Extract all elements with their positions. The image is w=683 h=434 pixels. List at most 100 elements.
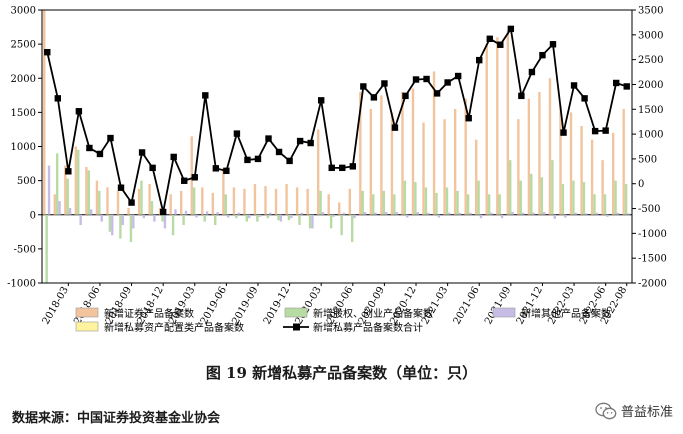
bar-2019-12-s3: [290, 214, 293, 219]
total-point-2020-01: [296, 137, 304, 145]
bar-2021-04-s1: [453, 108, 457, 215]
bar-2021-03-s2: [445, 187, 449, 215]
bar-2022-01-s1: [548, 78, 552, 215]
bar-2020-12-s3: [416, 212, 419, 215]
bar-2019-09-s2: [256, 214, 259, 222]
bar-2022-05-s1: [590, 139, 594, 215]
total-point-2018-06: [96, 150, 104, 158]
bar-2021-02-s2: [435, 192, 438, 215]
bar-2018-11-s1: [148, 184, 151, 215]
bar-2021-10-s3: [521, 212, 525, 215]
bar-2022-05-s2: [593, 194, 596, 215]
total-point-2019-10: [265, 135, 272, 142]
bar-2018-07-s2: [108, 214, 112, 232]
bar-2021-02-s1: [432, 71, 436, 215]
bar-2020-08-s1: [369, 108, 373, 215]
legend-label-5: 新增私募产品备案数合计: [313, 321, 423, 334]
bar-2018-01-s1: [43, 10, 46, 215]
x-tick-label: 2021-09: [483, 285, 513, 326]
bar-2019-01-s1: [169, 194, 172, 215]
bar-2018-06-s3: [100, 214, 103, 222]
total-point-2021-02: [433, 90, 441, 97]
bar-2020-11-s2: [403, 180, 407, 215]
total-point-2018-10: [138, 149, 146, 156]
x-tick-label: 2019-12: [262, 285, 292, 326]
bar-2020-05-s3: [342, 212, 346, 215]
left-y-tick-label: 500: [17, 176, 36, 187]
total-point-2021-03: [444, 79, 451, 86]
total-point-2020-09: [381, 80, 388, 87]
bar-2022-04-s2: [582, 181, 586, 215]
bar-2019-11-s2: [277, 214, 280, 221]
bar-2020-03-s2: [319, 190, 322, 215]
wechat-icon: [595, 402, 617, 419]
bar-2018-01-s2: [45, 214, 48, 283]
figure-caption: 图 19 新增私募产品备案数（单位：只）: [205, 364, 478, 382]
bar-2021-05-s2: [466, 194, 470, 215]
bar-2020-03-s1: [316, 129, 320, 215]
total-point-2019-06: [223, 167, 230, 175]
bar-2020-09-s2: [382, 190, 385, 215]
bar-2020-02-s2: [308, 214, 312, 229]
bar-2022-04-s1: [580, 126, 583, 215]
bar-2018-05-s3: [89, 209, 93, 215]
bar-2019-09-s1: [253, 184, 257, 215]
bar-2018-12-s3: [163, 214, 167, 229]
bar-2020-10-s1: [390, 112, 394, 215]
bar-2022-01-s3: [553, 214, 556, 219]
bar-2020-12-s2: [414, 181, 417, 215]
bar-2022-08-s2: [624, 184, 628, 215]
total-point-2022-03: [570, 82, 578, 89]
bar-2020-10-s3: [395, 212, 398, 215]
bar-2019-01-s3: [174, 209, 177, 215]
bar-2018-02-s1: [53, 194, 56, 215]
bar-2019-08-s2: [245, 214, 249, 222]
bar-2022-05-s3: [595, 212, 599, 215]
right-y-tick-label: 2000: [638, 80, 663, 91]
x-tick-label: 2019-09: [230, 285, 260, 326]
bar-2022-06-s1: [601, 160, 604, 215]
bar-2022-03-s1: [569, 112, 573, 215]
x-tick-label: 2020-03: [293, 285, 323, 326]
legend-swatch-1: [75, 307, 99, 318]
bar-2021-03-s1: [443, 119, 446, 215]
x-tick-label: 2021-12: [515, 285, 545, 326]
bar-2021-05-s3: [469, 212, 472, 215]
left-y-tick-label: -500: [14, 244, 36, 255]
x-tick-label: 2022-03: [546, 285, 576, 326]
bar-2021-08-s2: [498, 194, 501, 215]
bar-2020-02-s3: [311, 214, 314, 229]
bar-2021-10-s1: [517, 119, 520, 215]
bar-2019-11-s1: [274, 188, 278, 215]
bar-2019-10-s1: [264, 186, 267, 215]
left-y-tick-label: 2500: [11, 40, 36, 51]
total-point-2020-08: [370, 94, 378, 101]
bar-2019-02-s1: [180, 190, 183, 215]
legend: 新增证券产品备案数 新增股权、创业产品备案数 新增其他产品备案数新增私募资产配置类产…: [75, 307, 611, 334]
bar-2019-06-s1: [222, 168, 225, 215]
bar-2018-07-s1: [106, 187, 109, 215]
x-tick-label: 2020-06: [325, 285, 355, 326]
left-y-tick-label: 3000: [11, 6, 36, 17]
total-point-2020-06: [349, 163, 357, 170]
bar-2019-01-s2: [171, 214, 175, 236]
bar-2018-05-s2: [87, 170, 90, 215]
bar-2019-05-s3: [216, 212, 219, 215]
bar-2022-01-s2: [551, 160, 554, 215]
total-point-2022-08: [623, 83, 630, 90]
bar-2018-05-s1: [85, 166, 88, 215]
bar-2019-11-s3: [279, 214, 283, 222]
right-y-tick-label: -1500: [638, 254, 667, 265]
bar-2021-11-s2: [530, 173, 533, 215]
bar-2021-06-s3: [479, 214, 483, 219]
bar-2021-05-s1: [464, 98, 467, 215]
bar-2021-03-s3: [448, 212, 451, 215]
total-point-2020-11: [402, 92, 409, 100]
total-point-2021-04: [454, 72, 462, 80]
bar-2021-01-s1: [422, 122, 425, 215]
data-source: 数据来源：中国证券投资基金业协会: [12, 411, 221, 426]
bar-2018-11-s2: [150, 201, 154, 215]
bar-2020-03-s3: [321, 212, 325, 215]
bar-2022-08-s1: [622, 108, 625, 215]
